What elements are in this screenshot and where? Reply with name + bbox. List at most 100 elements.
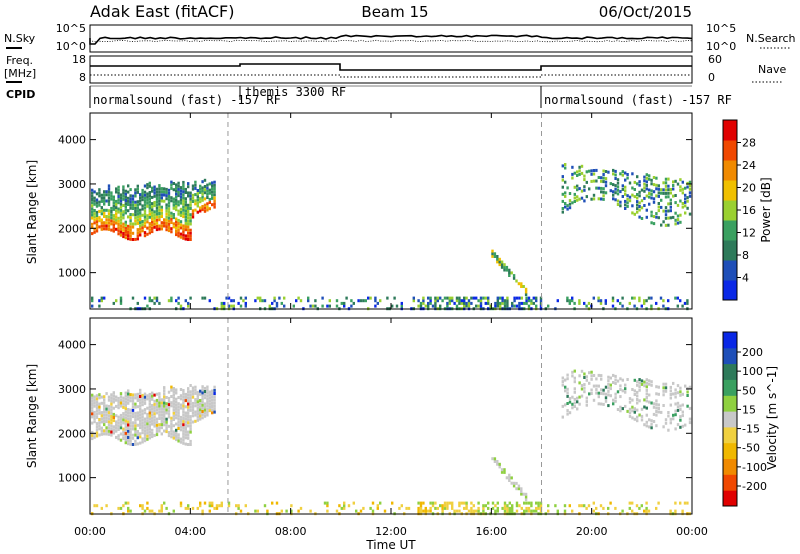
heatmap-cell [95,192,99,196]
heatmap-cell [170,230,173,234]
heatmap-cell [100,212,103,216]
heatmap-cell [93,199,96,203]
heatmap-cell [139,233,142,237]
heatmap-cell [667,223,670,227]
heatmap-cell [600,179,603,183]
heatmap-cell [196,198,199,202]
heatmap-cell [496,509,499,513]
heatmap-cell [578,381,581,385]
heatmap-cell [482,504,485,508]
heatmap-cell [568,299,571,303]
heatmap-cell [446,301,449,305]
heatmap-cell [573,200,576,203]
heatmap-cell [184,436,187,440]
heatmap-cell [93,212,96,216]
heatmap-cell [261,299,264,303]
heatmap-cell [467,304,471,308]
heatmap-cell [470,501,473,505]
heatmap-cell [105,504,108,508]
heatmap-cell [578,169,581,173]
heatmap-cell [640,217,644,220]
heatmap-cell [585,506,588,510]
heatmap-cell [177,203,180,207]
heatmap-cell [158,401,161,405]
heatmap-cell [187,194,190,198]
heatmap-cell [580,504,583,508]
heatmap-cell [191,184,195,188]
heatmap-cell [98,405,101,409]
heatmap-cell [127,442,130,446]
heatmap-cell [636,408,639,412]
heatmap-cell [170,416,173,420]
heatmap-cell [91,430,94,434]
heatmap-cell [141,431,144,435]
heatmap-cell [163,410,166,414]
heatmap-cell [672,417,675,421]
heatmap-cell [208,399,211,403]
heatmap-cell [503,468,506,472]
heatmap-cell [648,418,651,422]
heatmap-cell [621,296,624,300]
heatmap-cell [167,210,171,214]
heatmap-cell [196,418,199,422]
heatmap-cell [676,203,680,207]
heatmap-cell [170,199,173,203]
heatmap-cell [155,206,159,210]
heatmap-cell [172,408,175,412]
heatmap-cell [119,392,123,396]
heatmap-cell [561,192,564,196]
heatmap-cell [684,186,687,190]
heatmap-cell [160,404,163,408]
power-colorbar-tick-label: 28 [742,137,756,150]
heatmap-cell [98,408,101,412]
heatmap-cell [645,208,648,212]
heatmap-cell [184,200,187,204]
heatmap-cell [429,506,432,510]
heatmap-cell [139,435,142,439]
heatmap-cell [657,392,660,396]
heatmap-cell [93,202,96,206]
heatmap-cell [107,196,111,200]
nsky-tick-top: 10^5 [56,22,86,35]
heatmap-cell [117,198,120,202]
heatmap-cell [467,299,471,303]
heatmap-cell [148,203,151,207]
heatmap-cell [115,426,118,430]
heatmap-cell [419,301,423,305]
heatmap-cell [451,504,454,508]
heatmap-cell [139,388,142,392]
heatmap-cell [110,399,113,403]
heatmap-cell [107,432,111,436]
heatmap-cell [170,419,173,423]
heatmap-cell [98,402,101,406]
heatmap-cell [141,409,144,413]
heatmap-cell [146,183,149,187]
heatmap-cell [520,301,523,305]
y-tick-label: 4000 [58,339,86,352]
heatmap-cell [160,208,163,212]
heatmap-cell [172,200,175,204]
heatmap-cell [194,401,197,405]
heatmap-cell [657,191,660,195]
heatmap-cell [148,411,151,415]
heatmap-cell [619,395,622,399]
heatmap-cell [655,406,658,410]
heatmap-cell [187,301,190,305]
heatmap-cell [576,184,579,188]
heatmap-cell [578,374,581,378]
heatmap-cell [151,202,154,206]
heatmap-cell [645,388,648,392]
heatmap-cell [592,398,596,402]
heatmap-cell [345,296,348,300]
heatmap-cell [131,436,135,440]
heatmap-cell [203,178,207,182]
heatmap-cell [187,408,190,412]
heatmap-cell [208,501,211,505]
heatmap-cell [621,509,624,513]
heatmap-cell [131,408,135,412]
heatmap-cell [643,398,646,402]
heatmap-cell [616,188,620,192]
heatmap-cell [124,419,127,423]
heatmap-cell [91,412,94,416]
heatmap-cell [638,378,641,382]
